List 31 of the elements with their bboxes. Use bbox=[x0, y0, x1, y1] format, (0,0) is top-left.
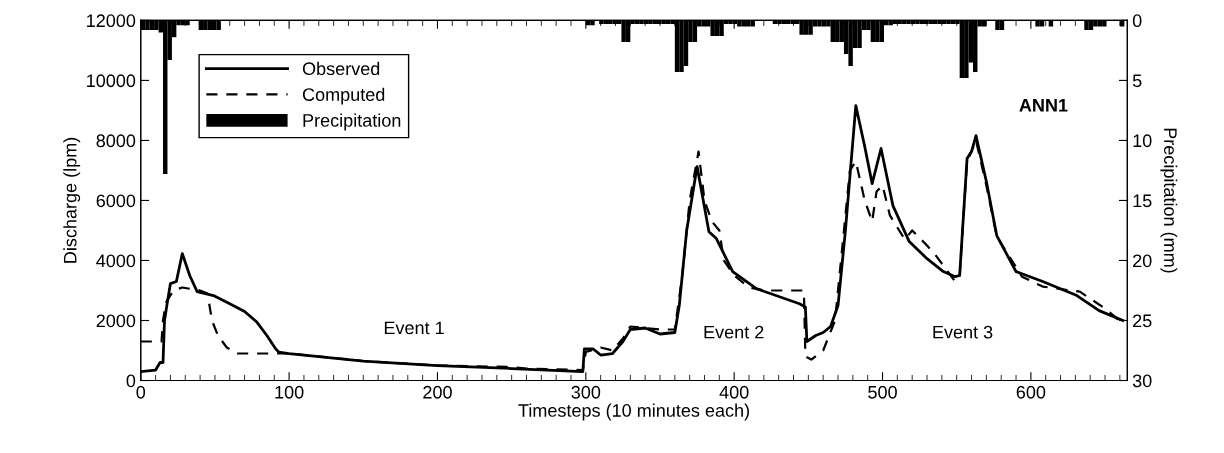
legend-label: Observed bbox=[302, 61, 380, 76]
legend-label: Computed bbox=[302, 87, 385, 105]
y-tick-label: 12000 bbox=[87, 14, 136, 28]
annotation: Event 1 bbox=[384, 321, 444, 335]
y-tick-label: 10000 bbox=[87, 74, 136, 88]
x-tick-label: 500 bbox=[868, 385, 897, 399]
x-tick-label: 300 bbox=[571, 385, 601, 399]
y-tick-label: 4000 bbox=[96, 254, 136, 268]
legend-label: Precipitation bbox=[303, 113, 401, 131]
annotation: ANN1 bbox=[1019, 99, 1068, 112]
x-tick-label: 200 bbox=[423, 385, 452, 399]
y2-tick-label: 15 bbox=[1133, 194, 1152, 208]
y2-tick-label: 30 bbox=[1132, 374, 1152, 388]
annotation: Event 3 bbox=[933, 325, 993, 339]
y2-tick-label: 0 bbox=[1132, 14, 1142, 28]
x-tick-label: 100 bbox=[275, 385, 304, 399]
x-tick-label: 0 bbox=[136, 385, 146, 399]
x-tick-label: 400 bbox=[719, 385, 749, 399]
y-tick-label: 6000 bbox=[96, 194, 136, 208]
annotation: Event 2 bbox=[704, 325, 764, 339]
y2-axis-title: Precipitation (mm) bbox=[1160, 128, 1178, 273]
y-tick-label: 0 bbox=[126, 374, 136, 388]
y-tick-label: 8000 bbox=[96, 134, 136, 148]
y2-tick-label: 25 bbox=[1133, 314, 1152, 328]
x-tick-label: 600 bbox=[1016, 385, 1046, 399]
y-tick-label: 2000 bbox=[96, 314, 136, 328]
y2-tick-label: 5 bbox=[1132, 74, 1142, 88]
y2-tick-label: 10 bbox=[1133, 134, 1152, 148]
y2-tick-label: 20 bbox=[1133, 254, 1152, 268]
y-axis-title: Discharge (lpm) bbox=[63, 137, 81, 263]
x-axis-title: Timesteps (10 minutes each) bbox=[518, 403, 749, 421]
